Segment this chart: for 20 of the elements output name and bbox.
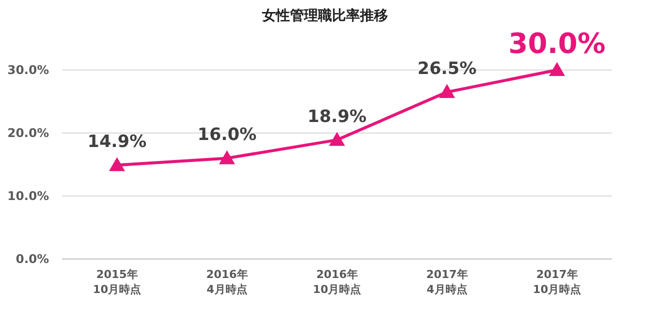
y-tick-label: 30.0%	[7, 63, 49, 77]
data-label: 16.0%	[198, 125, 256, 146]
point	[109, 157, 125, 172]
point	[329, 132, 345, 146]
data-label: 14.9%	[88, 132, 146, 152]
x-tick-label: 2015年 10月時点	[92, 268, 142, 296]
data-label: 30.0%	[508, 27, 606, 60]
y-tick-label: 20.0%	[7, 126, 49, 140]
point	[439, 84, 455, 98]
chart-title: 女性管理職比率推移	[261, 7, 388, 24]
x-tick-label: 2016年 4月時点	[206, 268, 248, 296]
data-label: 26.5%	[418, 59, 476, 80]
point	[219, 150, 235, 164]
x-tick-label: 2017年 10月時点	[532, 268, 582, 296]
y-tick-label: 0.0%	[16, 252, 49, 266]
y-tick-label: 10.0%	[7, 189, 49, 203]
data-label: 18.9%	[308, 106, 366, 127]
point	[549, 62, 565, 76]
x-tick-label: 2017年 4月時点	[426, 268, 468, 296]
x-tick-label: 2016年 10月時点	[312, 268, 362, 296]
